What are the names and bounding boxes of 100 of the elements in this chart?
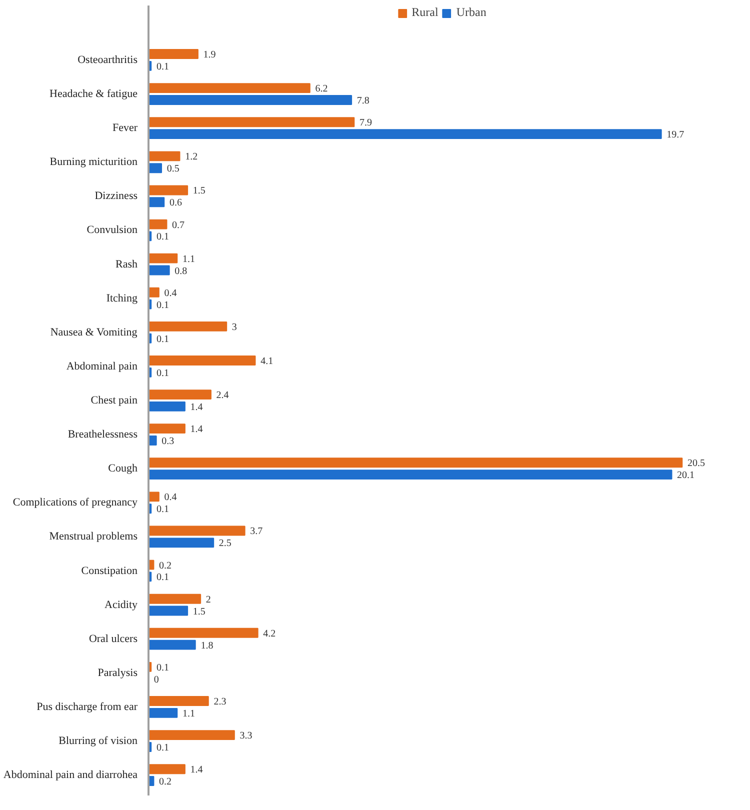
- bar: [148, 185, 188, 196]
- y-tick-label: Oral ulcers: [88, 632, 138, 645]
- y-tick-label: Headache & fatigue: [50, 88, 138, 100]
- legend-label: Rural: [412, 5, 438, 20]
- data-label: 0.1: [156, 572, 169, 584]
- y-tick-label: Menstrual problems: [49, 530, 138, 543]
- data-label: 4.1: [260, 356, 274, 367]
- data-label: 6.2: [315, 84, 328, 95]
- bar: [148, 708, 178, 718]
- data-label: 7.8: [356, 95, 370, 106]
- data-label: 0.8: [174, 266, 188, 277]
- data-label: 1.4: [190, 764, 203, 776]
- data-label: 0.1: [156, 334, 169, 345]
- bar: [148, 424, 186, 434]
- y-tick-label: Complications of pregnancy: [12, 496, 138, 509]
- y-tick-label: Blurring of vision: [58, 735, 138, 748]
- data-label: 1.4: [190, 402, 203, 413]
- data-label: 1.2: [185, 152, 198, 163]
- data-label: 0.3: [162, 436, 174, 448]
- bar: [148, 628, 258, 638]
- data-label: 0: [154, 674, 159, 686]
- y-tick-label: Nausea & Vomiting: [50, 326, 138, 338]
- y-tick-label: Dizziness: [94, 190, 138, 202]
- bar: [148, 696, 209, 706]
- bar: [148, 321, 228, 332]
- bar: [148, 163, 162, 174]
- data-label: 1.5: [192, 606, 206, 618]
- bar: [148, 538, 214, 548]
- y-tick-label: Abdominal pain: [66, 360, 138, 372]
- data-label: 3.7: [250, 526, 263, 538]
- bar: [148, 95, 352, 105]
- data-label: 0.2: [159, 560, 172, 572]
- data-label: 0.2: [159, 776, 172, 788]
- bar: [148, 526, 246, 536]
- y-tick-label: Abdominal pain and diarrohea: [3, 769, 138, 782]
- bar: [148, 492, 160, 502]
- data-label: 2.5: [218, 538, 232, 550]
- data-label: 1.1: [182, 254, 195, 265]
- bar: [148, 219, 168, 230]
- data-label: 20.5: [687, 458, 705, 470]
- data-label: 3: [232, 322, 237, 333]
- y-tick-label: Chest pain: [90, 394, 138, 406]
- legend-label: Urban: [456, 5, 486, 20]
- bar: [148, 730, 235, 740]
- data-label: 0.1: [156, 61, 169, 72]
- data-label: 0.1: [156, 232, 169, 243]
- data-label: 1.9: [203, 50, 216, 61]
- bar: [148, 640, 196, 650]
- data-label: 0.6: [169, 198, 182, 209]
- data-label: 0.1: [156, 368, 169, 379]
- data-label: 1.1: [182, 708, 195, 720]
- bar: [148, 764, 186, 774]
- bar: [148, 356, 256, 366]
- bar: [148, 458, 683, 468]
- y-tick-label: Constipation: [81, 564, 138, 577]
- data-label: 3.3: [240, 730, 252, 742]
- data-label: 0.1: [156, 742, 169, 754]
- y-tick-label: Burning micturition: [50, 156, 138, 168]
- bar: [148, 265, 170, 276]
- bar: [148, 287, 160, 298]
- data-label: 0.1: [156, 662, 169, 674]
- bar: [148, 151, 180, 162]
- bar: [148, 606, 188, 616]
- data-label: 0.1: [156, 504, 169, 516]
- data-label: 2.4: [216, 390, 229, 402]
- y-tick-label: Fever: [112, 122, 138, 134]
- y-tick-label: Paralysis: [98, 666, 138, 679]
- data-label: 7.9: [359, 118, 372, 129]
- bar: [148, 594, 202, 604]
- data-label: 4.2: [263, 628, 276, 640]
- bar: [148, 83, 310, 94]
- data-label: 1.5: [192, 186, 206, 197]
- data-label: 1.4: [190, 424, 203, 436]
- y-tick-label: Acidity: [104, 598, 138, 611]
- data-label: 1.8: [200, 640, 214, 652]
- bar: [148, 470, 672, 480]
- y-tick-label: Convulsion: [86, 224, 138, 236]
- data-label: 0.7: [172, 220, 185, 231]
- y-tick-label: Itching: [106, 292, 138, 304]
- data-label: 0.5: [166, 164, 180, 175]
- data-label: 0.4: [164, 492, 177, 504]
- bar: [148, 390, 212, 400]
- y-tick-label: Pus discharge from ear: [36, 700, 138, 713]
- data-label: 0.4: [164, 288, 177, 299]
- bar: [148, 401, 186, 412]
- data-label: 19.7: [666, 130, 684, 141]
- data-label: 20.1: [677, 470, 695, 482]
- bar: [148, 117, 355, 128]
- bar: [148, 129, 662, 140]
- y-tick-label: Cough: [108, 462, 138, 475]
- y-tick-label: Rash: [116, 258, 138, 270]
- data-label: 2.3: [214, 696, 226, 708]
- bar: [148, 436, 157, 446]
- y-tick-label: Osteoarthritis: [78, 54, 138, 66]
- data-label: 2: [206, 594, 211, 606]
- bar: [148, 49, 198, 59]
- bar: [148, 253, 178, 264]
- data-label: 0.1: [156, 300, 169, 311]
- y-tick-label: Breathelessness: [68, 428, 138, 441]
- bar: [148, 197, 165, 208]
